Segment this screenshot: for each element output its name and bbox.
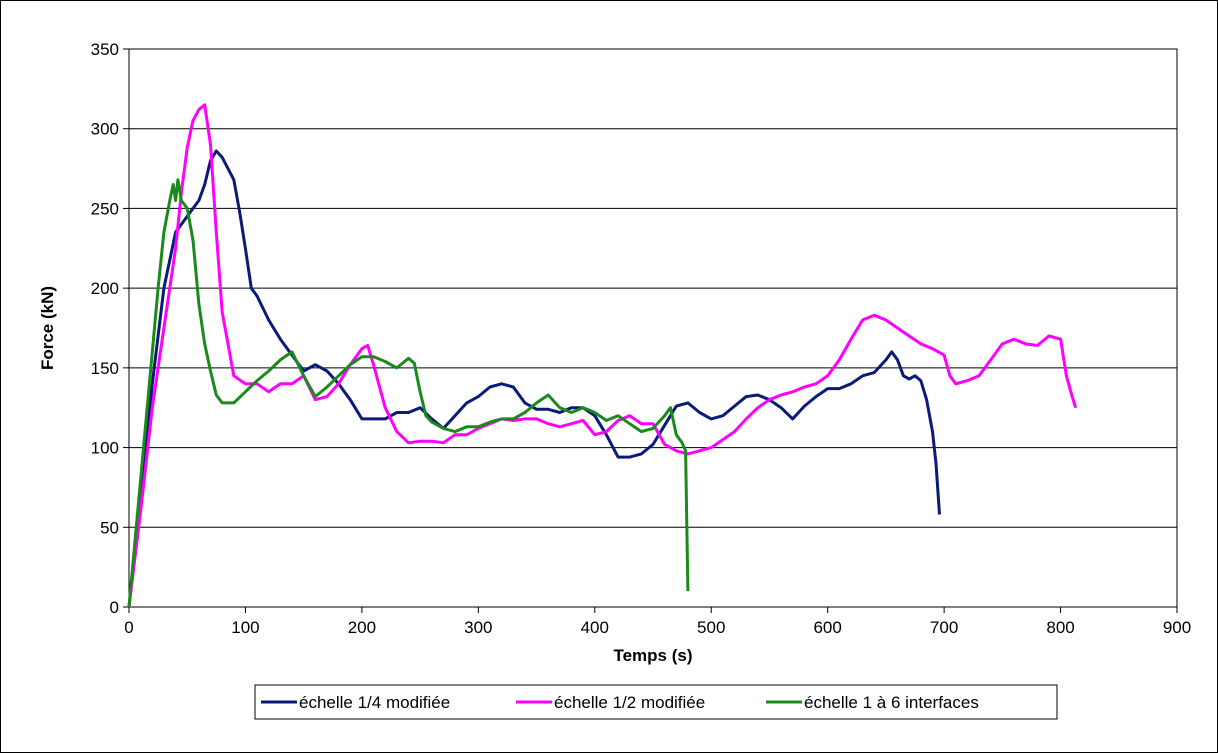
y-axis-title: Force (kN) (38, 286, 57, 370)
y-tick-label-6: 300 (91, 120, 119, 139)
gridlines (129, 48, 1177, 528)
x-tick-label-0: 0 (124, 618, 133, 637)
x-tick-label-3: 300 (464, 618, 492, 637)
legend-label-series-3: échelle 1 à 6 interfaces (804, 693, 979, 712)
y-tick-label-4: 200 (91, 279, 119, 298)
y-tick-label-0: 0 (110, 598, 119, 617)
legend: échelle 1/4 modifiée échelle 1/2 modifié… (254, 684, 1058, 720)
series-line-2 (127, 103, 1078, 608)
x-tick-label-2: 200 (348, 618, 376, 637)
legend-label-series-1: échelle 1/4 modifiée (299, 693, 450, 712)
y-tick-label-2: 100 (91, 439, 119, 458)
y-tick-label-1: 50 (100, 518, 119, 537)
x-tick-label-7: 700 (930, 618, 958, 637)
y-tick-label-7: 350 (91, 40, 119, 59)
x-tick-label-8: 800 (1046, 618, 1074, 637)
series-line-3 (127, 178, 690, 608)
legend-box (254, 684, 1058, 720)
x-tick-label-9: 900 (1163, 618, 1191, 637)
x-tick-label-4: 400 (581, 618, 609, 637)
x-axis-title: Temps (s) (613, 646, 692, 665)
plot-area (128, 48, 1178, 608)
x-tick-label-6: 600 (813, 618, 841, 637)
x-tick-label-5: 500 (697, 618, 725, 637)
series-line-1 (127, 149, 941, 608)
x-tick-label-1: 100 (231, 618, 259, 637)
y-tick-label-3: 150 (91, 359, 119, 378)
axis-ticks: 0 50 100 150 200 250 300 350 0 100 200 300 400 500 600… (91, 40, 1192, 637)
y-tick-label-5: 250 (91, 199, 119, 218)
series-layer (127, 103, 1078, 608)
legend-label-series-2: échelle 1/2 modifiée (554, 693, 705, 712)
